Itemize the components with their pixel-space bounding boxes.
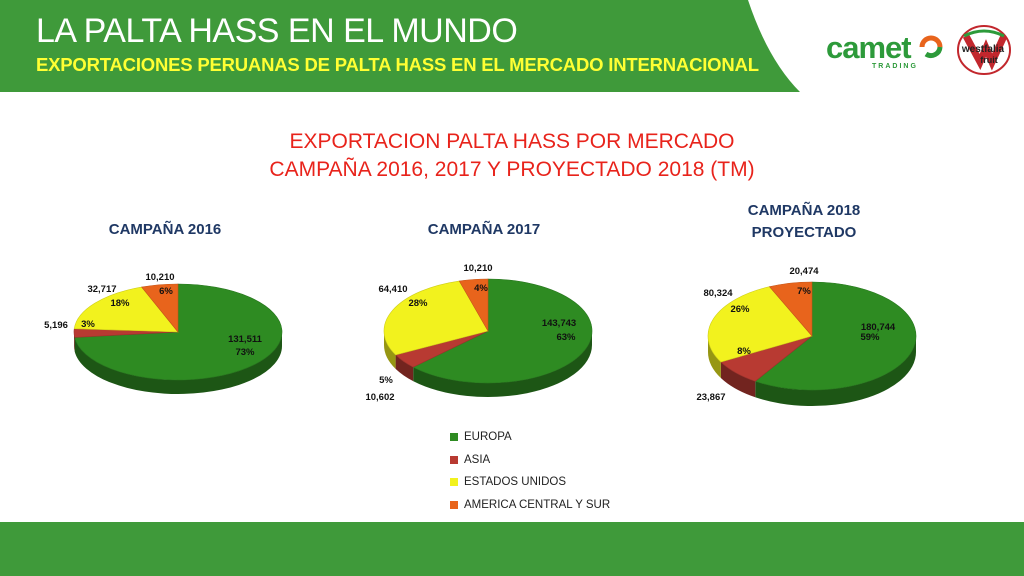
pie-2016-value-europa: 131,511 <box>228 334 263 345</box>
legend-label-asia: ASIA <box>464 453 491 466</box>
pie-title-2017: CAMPAÑA 2017 <box>427 221 541 238</box>
pie-2016-value-usa: 32,717 <box>87 284 116 295</box>
pie-2016-pct-america: 6% <box>159 286 173 297</box>
pie-2018-side-usa <box>708 336 721 379</box>
pie-2018-side-europa <box>755 336 916 406</box>
pie-2017-value-asia: 10,602 <box>365 392 394 403</box>
pie-2017-pct-europa: 63% <box>556 332 576 343</box>
pie-2016-value-america: 10,210 <box>145 272 174 283</box>
pie-2018-slice-america <box>768 281 813 337</box>
pie-2017-side-asia <box>395 354 414 382</box>
westfalia-logo: westfalia fruit <box>957 25 1011 75</box>
pie-2016-side-europa <box>74 332 283 394</box>
chart-title: EXPORTACION PALTA HASS POR MERCADO CAMPA… <box>0 128 1024 184</box>
westfalia-logo-text: westfalia <box>961 44 1005 55</box>
legend-swatch-usa <box>450 478 458 487</box>
pie-2017-slice-america <box>458 278 489 333</box>
pie-2016-slice-america <box>141 283 179 333</box>
page-subtitle: EXPORTACIONES PERUANAS DE PALTA HASS EN … <box>36 54 759 75</box>
chart-title-line2: CAMPAÑA 2016, 2017 Y PROYECTADO 2018 (TM… <box>269 158 755 181</box>
pie-2016-value-asia: 5,196 <box>44 320 68 331</box>
footer-bar <box>0 522 1024 576</box>
legend-swatch-america <box>450 500 458 509</box>
legend: EUROPA ASIA ESTADOS UNIDOS AMERICA CENTRAL … <box>450 426 610 516</box>
pie-2018-value-europa: 180,744 <box>861 322 896 333</box>
legend-item-europa: EUROPA <box>450 426 610 449</box>
legend-item-america: AMERICA CENTRAL Y SUR <box>450 494 610 517</box>
pie-2018-side-asia <box>720 362 756 398</box>
header-logo-panel <box>744 0 1024 92</box>
camet-logo-text: camet <box>826 30 912 65</box>
legend-swatch-europa <box>450 433 458 442</box>
pie-2018-value-asia: 23,867 <box>696 392 725 403</box>
pie-2016-pct-europa: 73% <box>235 347 255 358</box>
pie-2017-pct-america: 4% <box>474 283 488 294</box>
pie-2017-value-america: 10,210 <box>463 263 492 274</box>
pie-2018-pct-america: 7% <box>797 286 811 297</box>
page-title: LA PALTA HASS EN EL MUNDO <box>36 12 518 50</box>
pie-2017-side-usa <box>384 331 396 369</box>
camet-logo-tagline: TRADING <box>872 63 918 70</box>
legend-item-asia: ASIA <box>450 449 610 472</box>
camet-swirl-icon <box>919 35 943 59</box>
pie-2018-value-usa: 80,324 <box>703 288 733 299</box>
pie-2018-pct-usa: 26% <box>730 304 750 315</box>
legend-label-europa: EUROPA <box>464 431 512 444</box>
legend-item-usa: ESTADOS UNIDOS <box>450 471 610 494</box>
pie-2016: 131,511 73% 5,196 3% 32,717 18% 10,210 6% <box>44 272 283 394</box>
pie-2017-pct-asia: 5% <box>379 375 393 386</box>
pie-2017-slice-europa <box>412 278 593 384</box>
pie-2016-pct-asia: 3% <box>81 319 95 330</box>
pie-2018-value-america: 20,474 <box>789 266 819 277</box>
pie-2017-side-europa <box>413 331 592 398</box>
pie-2016-pct-usa: 18% <box>110 298 130 309</box>
pie-2017-pct-usa: 28% <box>408 298 428 309</box>
legend-label-america: AMERICA CENTRAL Y SUR <box>464 498 611 511</box>
pie-2018-pct-asia: 8% <box>737 346 751 357</box>
legend-label-usa: ESTADOS UNIDOS <box>464 476 567 489</box>
pie-title-2016: CAMPAÑA 2016 <box>108 221 222 238</box>
legend-swatch-asia <box>450 455 458 464</box>
pie-2017-value-europa: 143,743 <box>542 318 576 329</box>
pie-2017-value-usa: 64,410 <box>378 284 407 295</box>
pie-2016-slice-usa <box>73 286 179 333</box>
chart-title-line1: EXPORTACION PALTA HASS POR MERCADO <box>289 130 735 153</box>
pie-2017-slice-usa <box>383 280 489 356</box>
pie-2018-slice-usa <box>707 286 813 363</box>
camet-logo: camet TRADING <box>826 30 943 70</box>
pie-2018-slice-europa <box>754 281 917 391</box>
pie-2018-pct-europa: 59% <box>860 332 880 343</box>
pie-title-2018: CAMPAÑA 2018 PROYECTADO <box>747 202 861 241</box>
westfalia-logo-text-2: fruit <box>980 55 998 65</box>
